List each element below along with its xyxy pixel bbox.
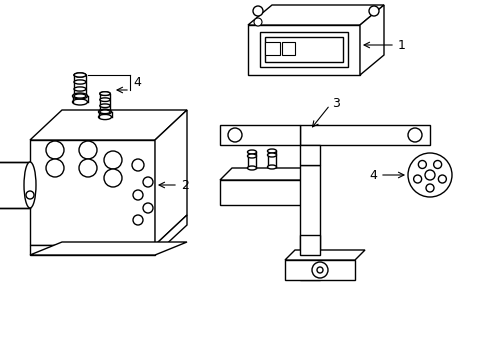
Ellipse shape (267, 153, 276, 157)
Polygon shape (220, 180, 305, 205)
Polygon shape (30, 140, 155, 245)
Polygon shape (220, 168, 316, 180)
Ellipse shape (247, 166, 256, 170)
Polygon shape (285, 250, 364, 260)
Ellipse shape (247, 154, 256, 158)
Circle shape (418, 161, 426, 168)
Ellipse shape (74, 94, 86, 98)
Circle shape (316, 267, 323, 273)
Ellipse shape (100, 104, 110, 108)
Circle shape (413, 175, 421, 183)
Polygon shape (30, 245, 155, 255)
Polygon shape (130, 215, 186, 250)
Circle shape (46, 159, 64, 177)
Polygon shape (282, 42, 294, 55)
Text: 4: 4 (133, 76, 141, 89)
Circle shape (433, 161, 441, 168)
Polygon shape (285, 260, 354, 280)
Polygon shape (247, 5, 383, 25)
Circle shape (311, 262, 327, 278)
Circle shape (133, 215, 142, 225)
Ellipse shape (74, 73, 86, 77)
Circle shape (142, 177, 153, 187)
Ellipse shape (100, 110, 110, 114)
Polygon shape (30, 110, 186, 140)
Circle shape (407, 128, 421, 142)
Circle shape (46, 141, 64, 159)
Polygon shape (155, 110, 186, 245)
Circle shape (132, 159, 143, 171)
Ellipse shape (100, 98, 110, 102)
Ellipse shape (98, 114, 111, 120)
Polygon shape (299, 235, 319, 255)
Polygon shape (264, 37, 342, 62)
Ellipse shape (100, 92, 110, 95)
Polygon shape (0, 162, 30, 208)
Circle shape (104, 169, 122, 187)
Circle shape (407, 153, 451, 197)
Circle shape (227, 128, 242, 142)
Ellipse shape (267, 165, 276, 169)
Polygon shape (30, 242, 186, 255)
Circle shape (424, 170, 434, 180)
Ellipse shape (267, 149, 276, 153)
Polygon shape (247, 25, 359, 75)
Ellipse shape (74, 80, 86, 84)
Circle shape (79, 141, 97, 159)
Polygon shape (260, 32, 347, 67)
Circle shape (26, 191, 34, 199)
Text: 3: 3 (331, 96, 339, 109)
Text: 1: 1 (397, 39, 405, 51)
Ellipse shape (100, 92, 110, 95)
Ellipse shape (24, 162, 36, 208)
Ellipse shape (98, 109, 111, 114)
Ellipse shape (72, 93, 87, 99)
Ellipse shape (247, 150, 256, 154)
Circle shape (425, 184, 433, 192)
Polygon shape (359, 5, 383, 75)
Circle shape (79, 159, 97, 177)
Circle shape (368, 6, 378, 16)
Ellipse shape (74, 73, 86, 77)
Polygon shape (264, 42, 280, 55)
Text: 2: 2 (181, 179, 188, 192)
Circle shape (253, 18, 262, 26)
Circle shape (437, 175, 446, 183)
Text: 4: 4 (368, 168, 376, 181)
Circle shape (104, 151, 122, 169)
Circle shape (142, 203, 153, 213)
Polygon shape (299, 145, 319, 165)
Polygon shape (299, 125, 429, 145)
Ellipse shape (74, 87, 86, 91)
Polygon shape (220, 125, 299, 145)
Circle shape (252, 6, 263, 16)
Ellipse shape (72, 99, 87, 105)
Polygon shape (299, 165, 319, 280)
Circle shape (133, 190, 142, 200)
